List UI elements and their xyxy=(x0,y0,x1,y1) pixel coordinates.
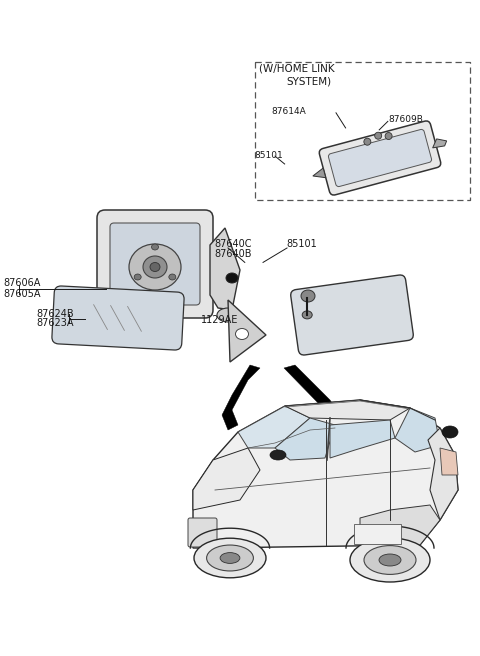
FancyBboxPatch shape xyxy=(97,210,213,318)
Ellipse shape xyxy=(236,329,249,340)
Ellipse shape xyxy=(150,262,160,272)
Text: 87623A: 87623A xyxy=(36,318,73,329)
Text: (W/HOME LINK: (W/HOME LINK xyxy=(259,64,335,74)
FancyBboxPatch shape xyxy=(188,518,217,547)
Ellipse shape xyxy=(364,546,416,575)
Ellipse shape xyxy=(442,426,458,438)
FancyBboxPatch shape xyxy=(110,223,200,305)
Polygon shape xyxy=(193,400,458,548)
Text: 87605A: 87605A xyxy=(4,289,41,299)
FancyBboxPatch shape xyxy=(319,121,441,195)
Text: 87640C: 87640C xyxy=(215,239,252,249)
Polygon shape xyxy=(193,448,260,510)
Polygon shape xyxy=(330,420,395,458)
Text: 87614A: 87614A xyxy=(271,107,306,116)
Ellipse shape xyxy=(270,450,286,460)
Ellipse shape xyxy=(385,133,392,140)
FancyBboxPatch shape xyxy=(328,129,432,186)
Ellipse shape xyxy=(226,273,238,283)
Polygon shape xyxy=(285,400,410,420)
Text: 87640B: 87640B xyxy=(215,249,252,259)
Ellipse shape xyxy=(302,311,312,319)
Text: 85101: 85101 xyxy=(254,151,283,160)
FancyBboxPatch shape xyxy=(354,524,401,544)
FancyBboxPatch shape xyxy=(291,275,413,355)
Text: 87624B: 87624B xyxy=(36,308,73,319)
Polygon shape xyxy=(222,365,260,430)
Text: 1129AE: 1129AE xyxy=(201,315,238,325)
Ellipse shape xyxy=(301,290,315,302)
Polygon shape xyxy=(284,365,358,448)
Polygon shape xyxy=(432,139,447,148)
Ellipse shape xyxy=(134,274,141,280)
Ellipse shape xyxy=(220,552,240,564)
FancyBboxPatch shape xyxy=(52,286,184,350)
Ellipse shape xyxy=(350,538,430,582)
Polygon shape xyxy=(238,406,310,448)
Polygon shape xyxy=(313,168,326,178)
Ellipse shape xyxy=(379,554,401,566)
Text: 85101: 85101 xyxy=(286,239,317,249)
Polygon shape xyxy=(440,448,458,475)
Polygon shape xyxy=(395,408,440,452)
Ellipse shape xyxy=(152,244,158,250)
Ellipse shape xyxy=(169,274,176,280)
Text: SYSTEM): SYSTEM) xyxy=(287,77,332,87)
Ellipse shape xyxy=(194,538,266,578)
Ellipse shape xyxy=(143,256,167,278)
Polygon shape xyxy=(228,300,266,362)
Text: 87606A: 87606A xyxy=(4,278,41,289)
Ellipse shape xyxy=(375,133,382,139)
Ellipse shape xyxy=(206,545,253,571)
Text: 87609B: 87609B xyxy=(389,115,424,124)
Polygon shape xyxy=(275,418,335,460)
Polygon shape xyxy=(360,505,440,548)
Polygon shape xyxy=(428,428,458,520)
Ellipse shape xyxy=(129,244,181,290)
Polygon shape xyxy=(210,228,240,310)
Ellipse shape xyxy=(217,308,239,322)
Ellipse shape xyxy=(364,138,371,145)
